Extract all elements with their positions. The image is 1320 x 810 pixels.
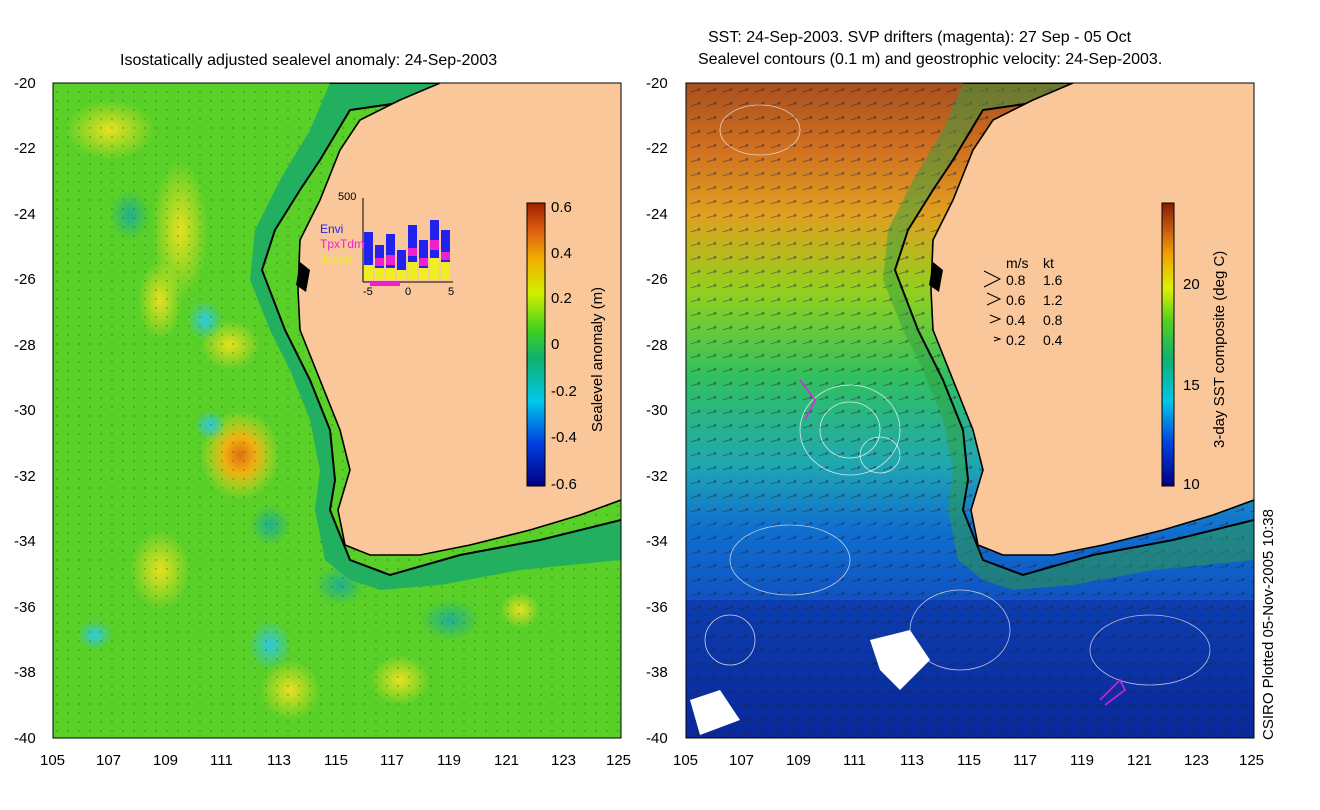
left-x-tick: 117 [380,752,404,769]
ssh-colorbar-tick: 0.6 [551,199,572,216]
speed-legend-kt: 0.8 [1043,312,1063,328]
speed-legend-kt: 1.6 [1043,272,1063,288]
right-x-tick: 123 [1184,752,1210,769]
sst-colorbar [1161,202,1175,487]
right-x-tick: 109 [786,752,812,769]
inset-legend-envi: Envi [320,222,344,236]
left-x-tick: 107 [96,752,122,769]
sst-colorbar-tick: 15 [1183,377,1200,394]
sst-colorbar-tick: 20 [1183,276,1200,293]
inset-max-label: 500 [338,191,357,203]
right-y-tick: -30 [646,402,668,419]
speed-legend-header-kt: kt [1043,255,1054,271]
ssh-colorbar-tick: 0.2 [551,290,572,307]
left-x-tick: 109 [153,752,179,769]
left-y-tick: -22 [14,140,36,157]
left-y-tick: -32 [14,468,36,485]
inset-x-tick: 5 [448,286,455,298]
inset-legend-tpxtdm: TpxTdm [320,237,365,251]
inset-x-tick: 0 [405,286,412,298]
left-y-tick: -36 [14,599,36,616]
ssh-colorbar-tick: -0.6 [551,476,577,493]
right-x-tick: 113 [900,752,924,769]
left-x-tick: 123 [551,752,577,769]
ssh-colorbar-tick: -0.4 [551,429,577,446]
right-y-tick: -32 [646,468,668,485]
sst-colorbar-tick: 10 [1183,476,1200,493]
right-x-tick: 105 [673,752,699,769]
right-x-tick: 121 [1127,752,1153,769]
left-y-tick: -40 [14,730,36,747]
left-map-title: Isostatically adjusted sealevel anomaly:… [120,52,498,69]
left-y-tick: -20 [14,75,36,92]
coverage-histogram [362,198,453,286]
speed-legend-arrows [983,270,1002,342]
right-y-tick: -34 [646,533,668,550]
right-x-tick: 111 [843,752,866,769]
left-y-tick: -28 [14,337,36,354]
ssh-colorbar [526,202,546,487]
speed-legend-ms: 0.8 [1006,272,1026,288]
right-y-tick: -22 [646,140,668,157]
left-y-tick: -38 [14,664,36,681]
right-map-title-line2: Sealevel contours (0.1 m) and geostrophi… [698,51,1163,68]
speed-legend-header-ms: m/s [1006,255,1029,271]
left-x-tick: 113 [267,752,291,769]
left-x-tick: 115 [324,752,348,769]
left-x-tick: 121 [494,752,520,769]
right-y-tick: -38 [646,664,668,681]
right-y-tick: -36 [646,599,668,616]
speed-legend-kt: 0.4 [1043,332,1063,348]
speed-legend-ms: 0.6 [1006,292,1026,308]
speed-legend-kt: 1.2 [1043,292,1063,308]
ssh-colorbar-tick: 0.4 [551,245,572,262]
left-y-tick: -34 [14,533,36,550]
right-y-tick: -28 [646,337,668,354]
speed-legend-ms: 0.2 [1006,332,1026,348]
right-x-tick: 117 [1013,752,1037,769]
right-y-tick: -24 [646,206,668,223]
ssh-colorbar-tick: -0.2 [551,383,577,400]
left-x-tick: 111 [210,752,233,769]
right-x-tick: 115 [957,752,981,769]
speed-legend-ms: 0.4 [1006,312,1026,328]
right-y-tick: -40 [646,730,668,747]
left-y-tick: -26 [14,271,36,288]
sst-map [686,83,1254,738]
right-map-title-line1: SST: 24-Sep-2003. SVP drifters (magenta)… [708,29,1132,46]
left-x-tick: 125 [606,752,632,769]
right-x-tick: 119 [1070,752,1094,769]
right-x-tick: 107 [729,752,755,769]
left-y-tick: -24 [14,206,36,223]
inset-x-tick: -5 [363,286,373,298]
right-y-tick: -20 [646,75,668,92]
right-x-tick: 125 [1239,752,1265,769]
left-x-tick: 119 [437,752,461,769]
left-y-tick: -30 [14,402,36,419]
ssh-colorbar-label: Sealevel anomaly (m) [589,286,606,432]
right-y-tick: -26 [646,271,668,288]
left-x-tick: 105 [40,752,66,769]
ssh-colorbar-tick: 0 [551,336,560,353]
sst-colorbar-label: 3-day SST composite (deg C) [1211,250,1228,448]
ssh-map [53,83,621,738]
inset-legend-jason: Jason [320,252,353,266]
credit-text: CSIRO Plotted 05-Nov-2005 10:38 [1260,509,1277,740]
